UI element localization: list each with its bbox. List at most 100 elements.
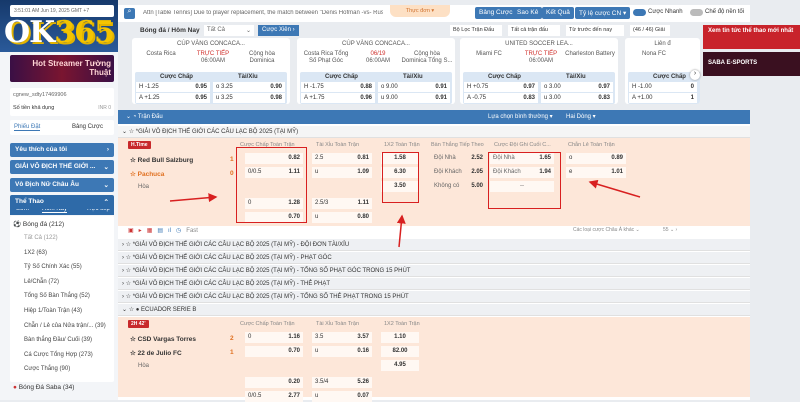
odds-cell[interactable]: u 9.00 0.91 — [378, 93, 450, 103]
odds-cell[interactable]: H -1.25 0.95 — [136, 82, 210, 92]
play-icon[interactable]: ▸ — [138, 228, 142, 234]
league-row[interactable]: ⌄ ☆ ● ECUADOR SERIE B — [118, 304, 750, 316]
sidebar-subitem[interactable]: Tất Cả (122) — [24, 235, 58, 241]
quick-bet-toggle[interactable] — [633, 9, 646, 16]
over-under-odds[interactable]: u 0.16 — [312, 346, 372, 357]
grid-icon[interactable]: ▦ — [146, 228, 153, 234]
chart-icon[interactable]: ıl — [168, 228, 172, 234]
next-goal-odds[interactable]: Đội Nhà 2.52 — [431, 153, 486, 164]
market-select[interactable]: Tất Cả ⌄ — [204, 25, 254, 36]
handicap-odds[interactable]: 0.20 — [245, 377, 303, 388]
sidebar-subitem[interactable]: Tổng Số Bàn Thắng (52) — [24, 293, 90, 300]
bet-list-button[interactable]: Bảng Cược — [475, 7, 517, 19]
collapse-icon[interactable]: ⌄ — [126, 114, 132, 120]
news-ad[interactable]: Xem tin tức thể thao mới nhất — [703, 25, 800, 49]
match-filter-dropdown[interactable]: Bộ Lọc Trận Đấu — [450, 25, 502, 36]
odds-cell[interactable]: H -1.75 0.88 — [301, 82, 375, 92]
handicap-odds[interactable]: 0/0.5 1.11 — [245, 167, 303, 178]
over-under-odds[interactable]: u 0.07 — [312, 391, 372, 402]
handicap-odds[interactable]: 0 1.28 — [245, 198, 303, 209]
featured-match-card[interactable]: Liên đ Nona FC Cược Chấp H -1.00 0 A +1.00 1 — [625, 38, 700, 104]
sidebar-subitem[interactable]: Cược Thắng (90) — [24, 366, 71, 373]
handicap-odds[interactable]: 0.70 — [245, 212, 303, 223]
1x2-odds[interactable]: 6.30 — [381, 167, 419, 178]
handicap-odds[interactable]: 0 1.16 — [245, 332, 303, 343]
collapsed-league-row[interactable]: › ☆ *GIẢI VÔ ĐỊCH THẾ GIỚI CÁC CÂU LẠC B… — [118, 265, 750, 277]
1x2-odds[interactable]: 3.50 — [381, 181, 419, 192]
odds-cell[interactable]: H +0.75 0.97 — [464, 82, 538, 92]
collapsed-league-row[interactable]: › ☆ *GIẢI VÔ ĐỊCH THẾ GIỚI CÁC CÂU LẠC B… — [118, 239, 750, 251]
sidebar-subitem[interactable]: Lẻ/Chẵn (72) — [24, 278, 60, 285]
hot-streamer-banner[interactable]: Hot Streamer Tường Thuật — [10, 55, 114, 82]
1x2-odds[interactable]: 4.95 — [381, 360, 419, 371]
odd-even-odds[interactable]: o 0.89 — [566, 153, 626, 164]
next-goal-odds[interactable]: Đội Khách 2.05 — [431, 167, 486, 178]
featured-match-card[interactable]: CÚP VÀNG CONCACA... Costa Rica Tổng Số Ph… — [297, 38, 455, 104]
menu-dropdown[interactable]: Thực đơn ▾ — [390, 5, 450, 17]
last-goal-odds[interactable]: -- — [490, 181, 554, 192]
collapsed-league-row[interactable]: › ☆ *GIẢI VÔ ĐỊCH THẾ GIỚI CÁC CÂU LẠC B… — [118, 291, 750, 303]
featured-match-card[interactable]: CÚP VÀNG CONCACA... Costa Rica TRỰC TIẾP 06… — [132, 38, 290, 104]
odd-even-odds[interactable]: e 1.01 — [566, 167, 626, 178]
odds-cell[interactable]: u 3.25 0.98 — [213, 93, 285, 103]
home-team[interactable]: ☆ Red Bull Salzburg — [130, 157, 194, 164]
last-goal-odds[interactable]: Đội Khách 1.94 — [490, 167, 554, 178]
over-under-odds[interactable]: 3.5 3.57 — [312, 332, 372, 343]
parlay-button[interactable]: Cược Xiên › — [258, 25, 299, 36]
sport-soccer[interactable]: ⚽ Bóng đá (212) — [13, 220, 64, 228]
sidebar-subitem[interactable]: Cá Cược Tổng Hợp (273) — [24, 351, 93, 358]
dark-mode-toggle[interactable] — [690, 9, 703, 16]
sidebar-subitem[interactable]: Bàn thắng Đầu/ Cuối (39) — [24, 337, 93, 344]
sidebar-item[interactable]: GIẢI VÔ ĐỊCH THẾ GIỚI ... ⌄ — [10, 160, 114, 174]
clock-icon[interactable]: ◷ — [176, 228, 182, 234]
over-under-odds[interactable]: u 1.09 — [312, 167, 372, 178]
home-team[interactable]: ☆ CSD Vargas Torres — [130, 336, 197, 343]
time-range-dropdown[interactable]: Từ trước đến nay — [566, 25, 624, 36]
all-matches-dropdown[interactable]: Tất cả trận đấu — [508, 25, 560, 36]
league-count[interactable]: (46 / 46) Giải — [630, 25, 670, 36]
sport-saba[interactable]: ● Bóng Đá Saba (34) — [13, 384, 74, 391]
sidebar-subitem[interactable]: 1X2 (63) — [24, 249, 48, 256]
odds-cell[interactable]: A +1.75 0.96 — [301, 93, 375, 103]
1x2-odds[interactable]: 82.00 — [381, 346, 419, 357]
odds-cell[interactable]: o 3.00 0.97 — [541, 82, 613, 92]
odds-cell[interactable]: A +1.25 0.95 — [136, 93, 210, 103]
collapsed-league-row[interactable]: › ☆ *GIẢI VÔ ĐỊCH THẾ GIỚI CÁC CÂU LẠC B… — [118, 278, 750, 290]
tab-mybets[interactable]: Bảng Cược — [72, 124, 103, 130]
handicap-odds[interactable]: 0.70 — [245, 346, 303, 357]
sidebar-item[interactable]: Yêu thích của tôi › — [10, 143, 114, 157]
sidebar-item[interactable]: Thể Thao ⌃ — [10, 195, 114, 209]
last-goal-odds[interactable]: Đội Nhà 1.65 — [490, 153, 554, 164]
featured-match-card[interactable]: UNITED SOCCER LEA... Miami FC TRỰC TIẾP 06:… — [460, 38, 618, 104]
odds-cell[interactable]: o 3.25 0.90 — [213, 82, 285, 92]
fast-label[interactable]: Fast — [186, 228, 198, 234]
line-mode-dropdown[interactable]: Hai Dòng ▾ — [566, 114, 596, 120]
league-row[interactable]: ⌄ ☆ *GIẢI VÔ ĐỊCH THẾ GIỚI CÁC CÂU LẠC B… — [118, 126, 750, 138]
over-under-odds[interactable]: u 0.80 — [312, 212, 372, 223]
stats-icon[interactable]: ▤ — [157, 228, 164, 234]
announcement-marquee[interactable]: Attn [Table Tennis] Due to player replac… — [143, 10, 383, 16]
more-bets-dropdown[interactable]: Các loại cược Châu Á khác ⌄ — [573, 227, 640, 233]
odds-cell[interactable]: A -0.75 0.83 — [464, 93, 538, 103]
next-card-button[interactable]: › — [690, 70, 700, 80]
collapsed-league-row[interactable]: › ☆ *GIẢI VÔ ĐỊCH THẾ GIỚI CÁC CÂU LẠC B… — [118, 252, 750, 264]
next-goal-odds[interactable]: Không có 5.00 — [431, 181, 486, 192]
odds-cell[interactable]: H -1.00 0 — [629, 82, 697, 92]
saba-esports-ad[interactable]: SABA E-SPORTS — [703, 52, 800, 76]
more-count[interactable]: 55 ⌄ › — [663, 227, 678, 233]
tab-live[interactable]: Trực tiếp — [86, 206, 110, 212]
tab-early[interactable]: Sớm — [16, 206, 29, 212]
odds-type-dropdown[interactable]: Tỷ lệ cược CN ▾ — [575, 7, 631, 19]
statement-button[interactable]: Sao Kê — [513, 7, 543, 19]
1x2-odds[interactable]: 1.58 — [381, 153, 419, 164]
sidebar-subitem[interactable]: Chẵn / Lẻ của Nửa trận/... (39) — [24, 322, 106, 329]
tab-betslip[interactable]: Phiếu Đặt — [14, 124, 41, 131]
over-under-odds[interactable]: 2.5/3 1.11 — [312, 198, 372, 209]
away-team[interactable]: ☆ 22 de Julio FC — [130, 350, 182, 357]
handicap-odds[interactable]: 0/0.5 2.77 — [245, 391, 303, 402]
sidebar-subitem[interactable]: Tỷ Số Chính Xác (55) — [24, 264, 82, 271]
results-button[interactable]: Kết Quả — [542, 7, 574, 19]
over-under-odds[interactable]: 3.5/4 5.26 — [312, 377, 372, 388]
1x2-odds[interactable]: 1.10 — [381, 332, 419, 343]
away-team[interactable]: ☆ Pachuca — [130, 171, 165, 178]
